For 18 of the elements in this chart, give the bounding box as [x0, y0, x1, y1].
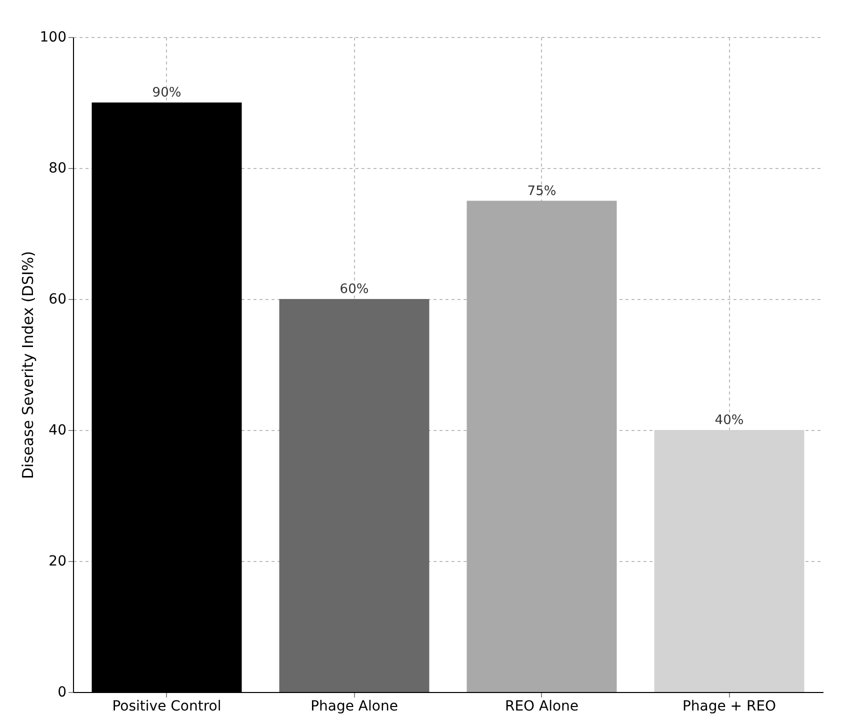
y-tick-label: 100 — [40, 30, 66, 46]
bar — [279, 299, 430, 692]
y-tick-label: 20 — [48, 554, 66, 570]
y-tick-label: 0 — [58, 684, 66, 700]
bar — [654, 430, 804, 692]
data-label: 60% — [340, 282, 369, 297]
y-axis-title: Disease Severity Index (DSI%) — [18, 251, 37, 479]
y-tick-label: 60 — [48, 292, 66, 308]
data-label: 40% — [714, 413, 744, 428]
x-tick-label: Phage Alone — [310, 698, 398, 714]
bar — [466, 200, 617, 692]
x-tick-label: Positive Control — [112, 698, 222, 714]
data-label: 75% — [527, 184, 556, 199]
data-label: 90% — [152, 86, 182, 100]
x-tick-label: Phage + REO — [682, 698, 776, 714]
y-tick-label: 80 — [48, 160, 66, 176]
y-tick-label: 40 — [48, 422, 66, 438]
x-tick-label: REO Alone — [504, 698, 579, 714]
